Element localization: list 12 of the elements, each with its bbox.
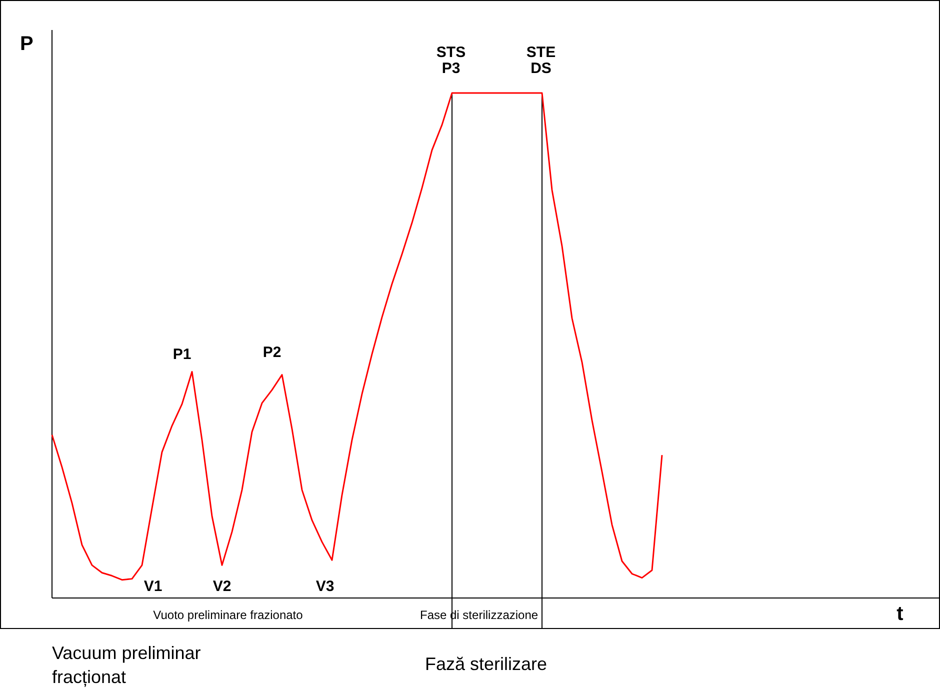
text: Vacuum preliminar fracționat (52, 643, 201, 687)
text: Vuoto preliminare frazionato (153, 608, 304, 622)
y-axis-title: P (20, 33, 34, 55)
annotation: P2 (262, 344, 282, 361)
text: STS P3 (436, 44, 466, 77)
text: Fază sterilizare (425, 654, 548, 674)
annotation: P1 (172, 346, 192, 363)
annotation: V1 (144, 578, 162, 595)
annotation: V2 (212, 578, 232, 595)
text: STE DS (526, 44, 556, 77)
x-axis-title: t (896, 603, 904, 625)
annotation: V3 (316, 578, 334, 595)
